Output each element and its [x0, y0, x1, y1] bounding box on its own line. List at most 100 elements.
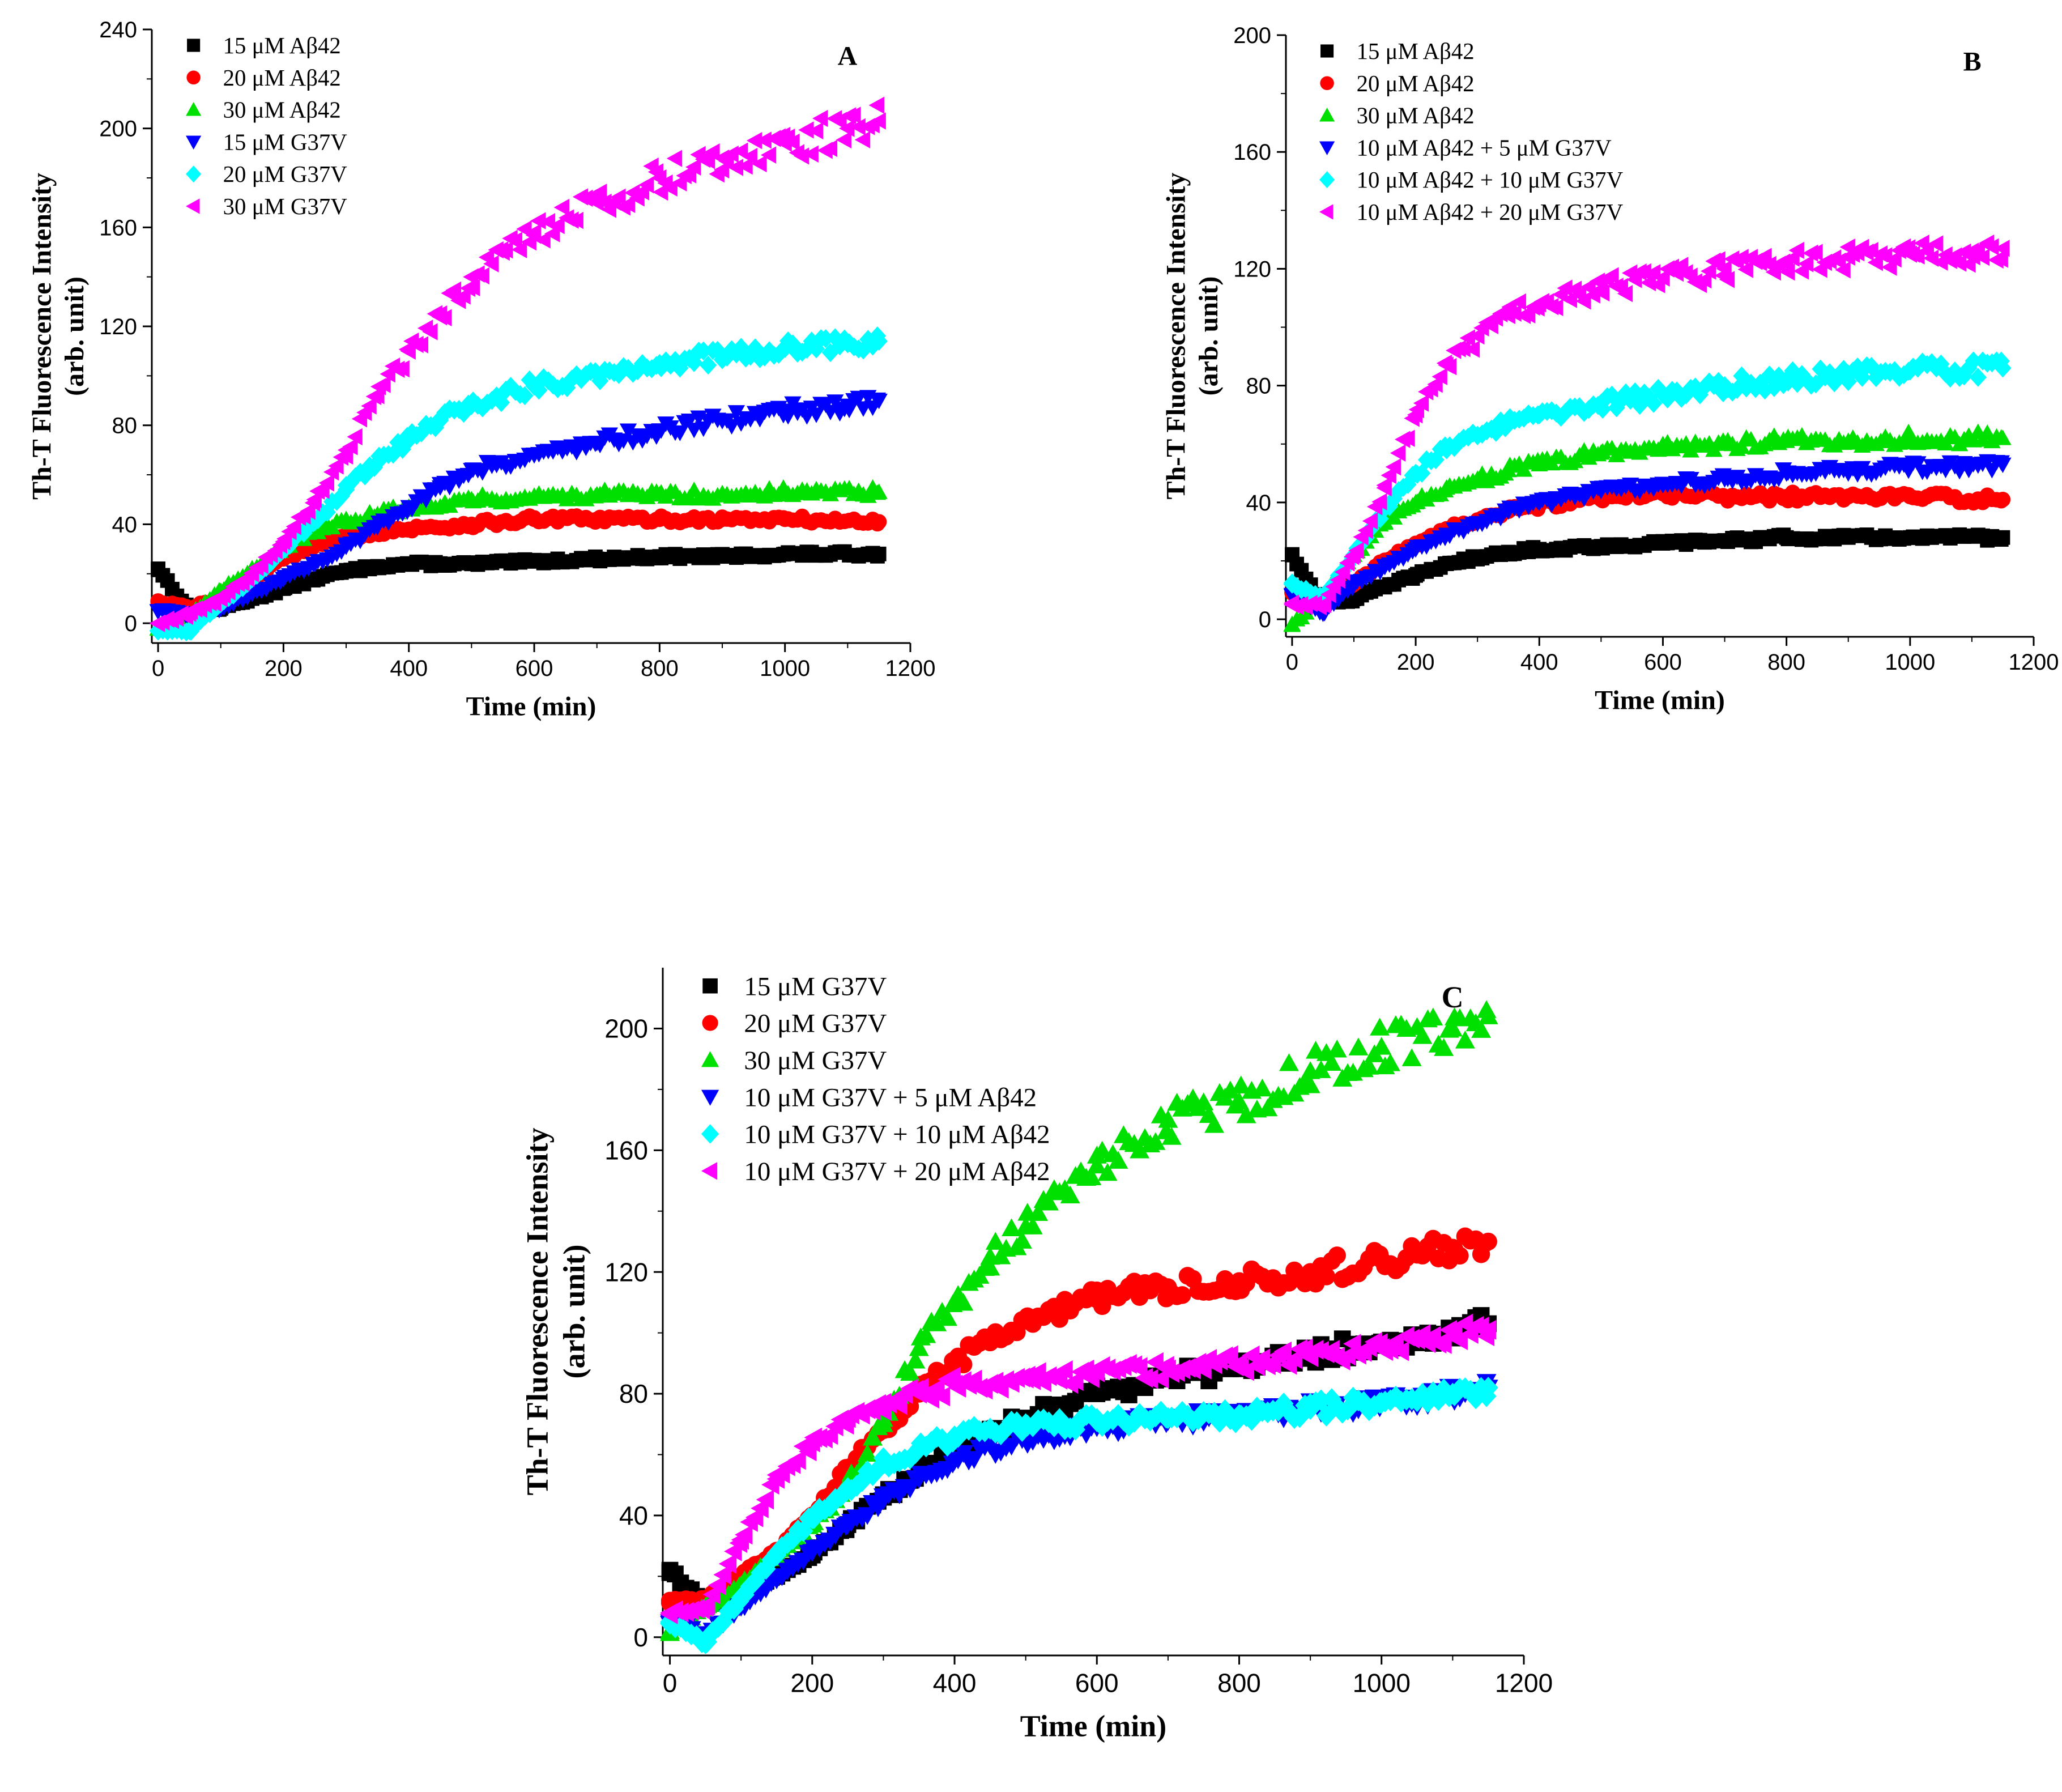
data-point	[588, 364, 606, 383]
data-point	[651, 486, 668, 502]
data-point	[1317, 1267, 1336, 1286]
data-point	[1468, 516, 1486, 532]
data-point	[181, 621, 198, 640]
legend-label: 20 μM G37V	[744, 1009, 887, 1038]
data-point	[871, 514, 887, 530]
data-point	[530, 212, 546, 229]
data-point	[802, 1432, 820, 1453]
data-point	[638, 176, 654, 194]
y-tick-label: 160	[604, 1135, 648, 1165]
data-point	[1531, 456, 1548, 471]
x-tick-label: 1000	[760, 656, 810, 681]
data-point	[318, 474, 335, 492]
legend-marker	[1320, 76, 1334, 91]
data-point	[1081, 1167, 1102, 1186]
data-point	[868, 96, 885, 114]
data-point	[944, 1292, 965, 1310]
data-point	[802, 1508, 823, 1530]
legend-marker	[1319, 171, 1335, 189]
data-point	[1950, 254, 1967, 272]
data-point	[619, 423, 637, 439]
data-point	[1592, 484, 1610, 500]
data-point	[870, 483, 888, 499]
data-point	[1322, 1053, 1342, 1071]
data-point	[1236, 1105, 1256, 1123]
legend-marker	[186, 198, 200, 214]
data-point	[1737, 261, 1753, 278]
data-point	[1645, 394, 1663, 413]
data-point	[1242, 1345, 1260, 1365]
legend-item: 10 μM G37V + 5 μM Aβ42	[701, 1083, 1037, 1112]
data-point	[1902, 488, 1918, 505]
data-point	[1756, 380, 1774, 400]
data-point	[328, 457, 344, 475]
data-point	[932, 1386, 951, 1407]
data-point	[1443, 1238, 1462, 1257]
data-point	[1580, 399, 1597, 419]
data-point	[1016, 1312, 1035, 1330]
data-point	[506, 232, 522, 249]
legend-item: 10 μM G37V + 10 μM Aβ42	[701, 1120, 1050, 1150]
data-point	[1407, 542, 1425, 558]
data-point	[1901, 429, 1919, 445]
data-point	[981, 1330, 999, 1348]
data-point	[1695, 271, 1712, 289]
data-point	[1839, 364, 1857, 384]
data-point	[1401, 1048, 1422, 1066]
data-point	[685, 158, 701, 176]
data-point	[1413, 394, 1429, 412]
data-point	[1370, 1018, 1390, 1036]
data-point	[525, 488, 543, 504]
data-point	[826, 394, 844, 410]
data-point	[1821, 363, 1839, 382]
data-point	[909, 1338, 929, 1356]
data-point	[1087, 1362, 1105, 1382]
data-point	[1092, 1140, 1113, 1159]
data-point	[369, 387, 385, 405]
data-point	[1455, 339, 1471, 357]
data-point	[1376, 560, 1394, 576]
data-point	[857, 1444, 877, 1462]
series-10-m-a-42-5-m-g37v: 10 μM Aβ42 + 5 μM G37V	[1283, 454, 2012, 622]
y-tick-label: 0	[633, 1623, 648, 1652]
y-tick-label: 80	[1246, 374, 1272, 399]
data-point	[191, 611, 209, 631]
data-point	[776, 134, 792, 152]
data-point	[776, 483, 794, 499]
legend-marker	[186, 135, 202, 150]
data-point	[300, 503, 316, 520]
data-point	[1617, 284, 1633, 303]
data-point	[718, 1553, 737, 1574]
data-point	[695, 341, 713, 361]
data-point	[1442, 1382, 1463, 1405]
data-point	[1499, 461, 1517, 478]
legend-label: 30 μM G37V	[223, 194, 347, 219]
data-point	[1867, 254, 1883, 271]
data-point	[1012, 1231, 1032, 1249]
data-point	[1279, 1053, 1299, 1071]
data-point	[863, 1428, 883, 1446]
data-point	[889, 1395, 908, 1415]
data-point	[401, 556, 416, 572]
data-point	[1499, 414, 1517, 433]
x-tick-label: 200	[790, 1668, 834, 1697]
x-tick-label: 600	[1075, 1668, 1119, 1697]
data-point	[723, 419, 740, 435]
data-point	[361, 397, 377, 415]
data-point	[727, 405, 745, 421]
data-point	[1992, 250, 2008, 268]
data-point	[1839, 248, 1855, 266]
data-point	[369, 520, 386, 535]
data-point	[756, 131, 772, 149]
data-point	[1407, 493, 1425, 510]
legend-item: 15 μM G37V	[186, 129, 347, 155]
data-point	[619, 195, 636, 213]
data-point	[985, 1232, 1006, 1250]
data-point	[1499, 307, 1515, 325]
data-point	[839, 398, 857, 414]
data-point	[909, 1384, 927, 1404]
data-point	[838, 1477, 858, 1499]
data-point	[1515, 461, 1533, 477]
data-point	[1994, 457, 2012, 474]
data-point	[1470, 550, 1485, 565]
